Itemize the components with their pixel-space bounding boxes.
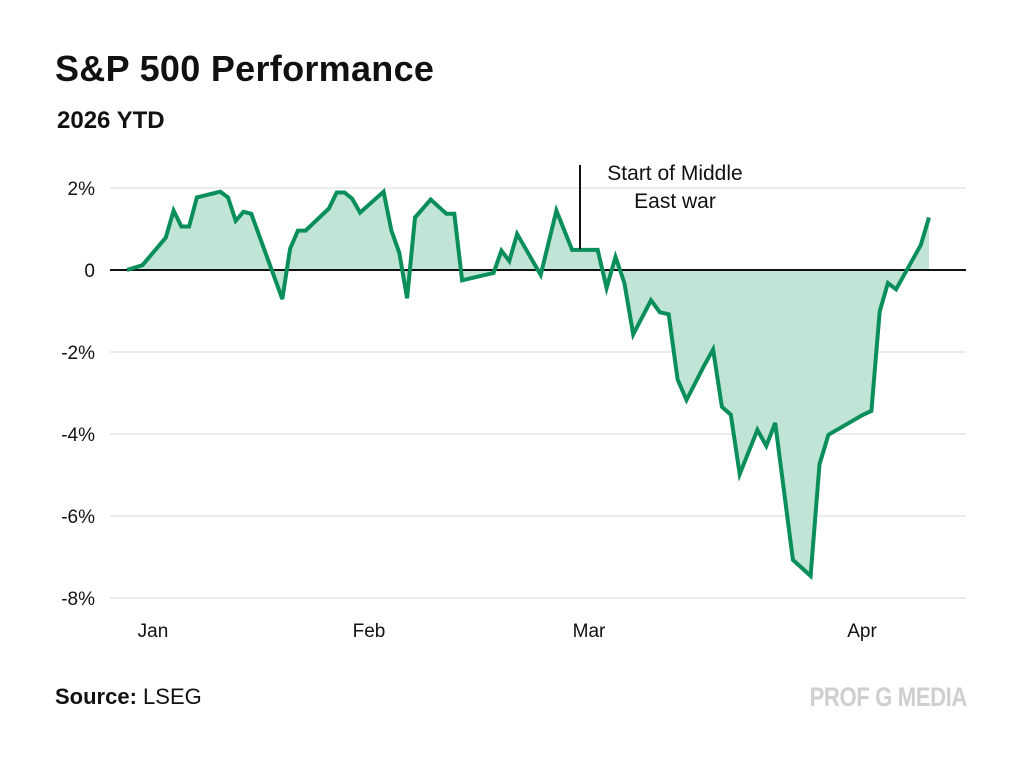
brand-logo: PROF G MEDIA	[809, 682, 968, 712]
x-tick-label: Apr	[847, 621, 877, 642]
annotation: Start of Middle East war	[579, 162, 743, 249]
annotation-text: East war	[634, 190, 716, 213]
chart-title: S&P 500 Performance	[55, 48, 435, 89]
y-tick-label: -2%	[61, 343, 95, 364]
source-label: Source:	[55, 684, 137, 709]
chart-subtitle: 2026 YTD	[57, 107, 165, 134]
y-tick-label: -8%	[61, 589, 95, 610]
x-tick-label: Feb	[353, 621, 386, 642]
series-line	[126, 187, 931, 581]
x-axis-ticks: Jan Feb Mar Apr	[138, 621, 878, 642]
y-axis-ticks: 2% 0 -2% -4% -6% -8%	[61, 179, 95, 610]
source-value: LSEG	[143, 684, 202, 709]
source-note: Source: LSEG	[55, 684, 202, 710]
series-area	[127, 191, 929, 576]
y-tick-label: -6%	[61, 507, 95, 528]
x-tick-label: Mar	[573, 621, 606, 642]
annotation-text: Start of Middle	[607, 162, 742, 185]
x-tick-label: Jan	[138, 621, 169, 642]
y-tick-label: 2%	[68, 179, 96, 200]
y-tick-label: -4%	[61, 425, 95, 446]
y-tick-label: 0	[84, 261, 95, 282]
